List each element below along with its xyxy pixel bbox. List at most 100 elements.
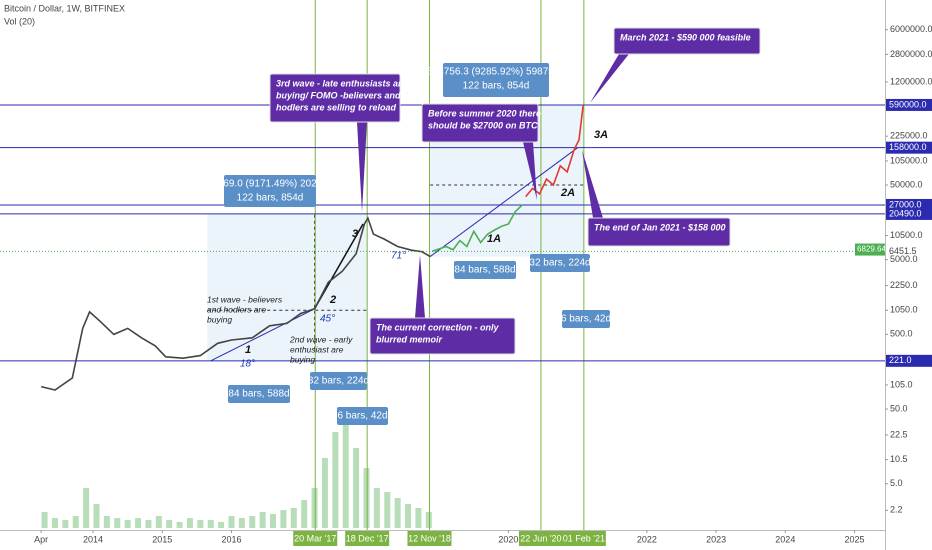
volume-bar bbox=[41, 512, 48, 528]
volume-bar bbox=[135, 518, 142, 528]
trend-line bbox=[210, 308, 315, 362]
y-tick-label: 5.0 bbox=[890, 478, 903, 488]
volume-bar bbox=[124, 520, 131, 528]
note-label: enthusiast are bbox=[290, 344, 344, 354]
x-tick-label: 2016 bbox=[221, 534, 241, 544]
callout-box bbox=[587, 217, 731, 247]
volume-bar bbox=[72, 516, 79, 528]
price-line-label: 221.0 bbox=[889, 355, 912, 365]
callout-label: should be $27000 on BTC bbox=[428, 120, 538, 130]
note-label: buying bbox=[290, 354, 315, 364]
wave-label: 2A bbox=[560, 187, 575, 199]
y-tick-label: 2800000.0 bbox=[890, 49, 932, 59]
callout-pointer bbox=[582, 150, 603, 218]
y-tick-label: 1050.0 bbox=[890, 305, 918, 315]
volume-bar bbox=[114, 518, 121, 528]
date-marker-box bbox=[561, 531, 606, 546]
indicator-label: Vol (20) bbox=[4, 16, 35, 26]
x-tick-label: 2025 bbox=[845, 534, 865, 544]
volume-bar bbox=[228, 516, 235, 528]
date-marker-box bbox=[407, 531, 452, 546]
volume-bar bbox=[353, 448, 360, 528]
measure-label: 84 bars, 588d bbox=[454, 265, 515, 276]
volume-bar bbox=[218, 522, 225, 528]
volume-bar bbox=[270, 514, 277, 528]
price-line-tag bbox=[886, 98, 932, 111]
date-marker-box bbox=[293, 531, 338, 546]
volume-bar bbox=[103, 516, 110, 528]
callout-label: The current correction - only bbox=[376, 322, 500, 332]
volume-bar bbox=[301, 500, 308, 528]
price-line-series bbox=[40, 216, 431, 391]
measure-box bbox=[443, 63, 549, 97]
callout-label: hodlers are selling to reload bbox=[276, 102, 397, 112]
y-tick-label: 22.5 bbox=[890, 429, 908, 439]
volume-bar bbox=[93, 504, 100, 528]
volume-bar bbox=[197, 520, 204, 528]
trend-line bbox=[429, 147, 578, 257]
x-tick-label: 2023 bbox=[706, 534, 726, 544]
y-tick-label: 225000.0 bbox=[890, 131, 928, 141]
price-line-tag bbox=[886, 354, 932, 367]
range-region bbox=[207, 213, 368, 361]
y-tick-label: 10.5 bbox=[890, 454, 908, 464]
volume-bar bbox=[186, 518, 193, 528]
volume-bar bbox=[332, 432, 339, 528]
volume-bar bbox=[384, 492, 391, 528]
volume-bar bbox=[259, 512, 266, 528]
price-line-label: 27000.0 bbox=[889, 199, 922, 209]
volume-bar bbox=[176, 522, 183, 528]
volume-bar bbox=[166, 520, 173, 528]
y-tick-label: 2250.0 bbox=[890, 280, 918, 290]
callout-pointer bbox=[357, 122, 367, 212]
wave-label: 2 bbox=[329, 294, 336, 306]
callout-box bbox=[421, 103, 539, 143]
y-tick-label: 50000.0 bbox=[890, 179, 923, 189]
measure-box bbox=[310, 372, 367, 390]
callout-pointer bbox=[590, 54, 629, 103]
price-line-series bbox=[432, 204, 523, 252]
y-tick-label: 105.0 bbox=[890, 379, 913, 389]
callout-label: blurred memoir bbox=[376, 334, 443, 344]
measure-box bbox=[454, 261, 516, 279]
volume-bar bbox=[238, 518, 245, 528]
callout-label: Before summer 2020 there bbox=[428, 108, 541, 118]
measure-label: 122 bars, 854d bbox=[237, 193, 304, 204]
y-tick-label: 1200000.0 bbox=[890, 76, 932, 86]
measure-label: 598756.3 (9285.92%) 5987563 bbox=[427, 67, 565, 78]
x-tick-label: 2020 bbox=[498, 534, 518, 544]
price-line-label: 590000.0 bbox=[889, 99, 927, 109]
volume-bar bbox=[415, 508, 422, 528]
measure-label: 122 bars, 854d bbox=[463, 81, 530, 92]
volume-bar bbox=[394, 498, 401, 528]
callout-label: March 2021 - $590 000 feasible bbox=[620, 32, 751, 42]
wave-label: 1A bbox=[487, 233, 501, 245]
volume-bar bbox=[62, 520, 69, 528]
angle-label: 45° bbox=[320, 314, 335, 325]
volume-bar bbox=[373, 488, 380, 528]
chart-title: Bitcoin / Dollar, 1W, BITFINEX bbox=[4, 3, 125, 13]
callout-box bbox=[613, 27, 761, 55]
measure-label: 32 bars, 224d bbox=[308, 376, 369, 387]
volume-bar bbox=[51, 518, 58, 528]
measure-label: 6 bars, 42d bbox=[337, 411, 387, 422]
date-marker-label: 20 Mar '17 bbox=[294, 533, 336, 543]
date-marker-label: 12 Nov '18 bbox=[408, 533, 451, 543]
measure-box bbox=[224, 175, 316, 207]
measure-label: 20269.0 (9171.49%) 202690 bbox=[207, 179, 334, 190]
price-tag bbox=[886, 245, 932, 258]
note-label: 2nd wave - early bbox=[289, 334, 353, 344]
callout-pointer bbox=[415, 255, 425, 318]
date-marker-label: 22 Jun '20 bbox=[520, 533, 561, 543]
y-tick-label: 50.0 bbox=[890, 403, 908, 413]
angle-label: 18° bbox=[240, 359, 255, 370]
volume-bar bbox=[405, 504, 412, 528]
y-tick-label: 10500.0 bbox=[890, 230, 923, 240]
wave-label: 1 bbox=[245, 344, 251, 356]
callout-label: buying/ FOMO -believers and bbox=[276, 90, 401, 100]
x-tick-label: 2022 bbox=[637, 534, 657, 544]
date-marker-label: 18 Dec '17 bbox=[346, 533, 389, 543]
measure-label: 84 bars, 588d bbox=[228, 389, 289, 400]
date-marker-box bbox=[518, 531, 563, 546]
note-label: and hodlers are bbox=[207, 304, 266, 314]
